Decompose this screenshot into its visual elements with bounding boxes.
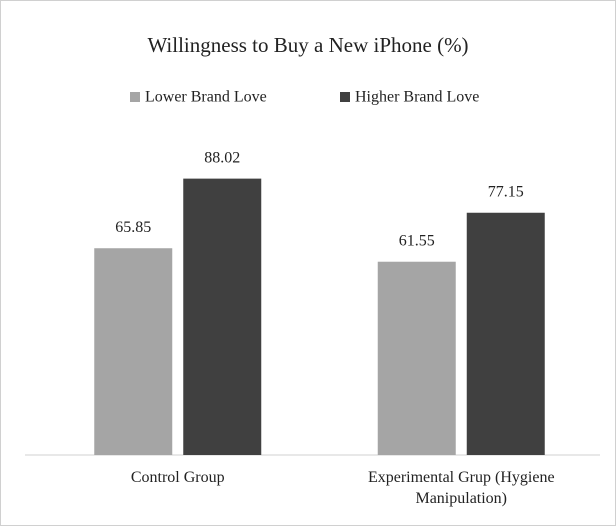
legend-swatch [130, 92, 140, 102]
x-tick-label: Control Group [130, 469, 225, 486]
data-label: 61.55 [399, 232, 435, 249]
legend-label: Lower Brand Love [145, 89, 267, 106]
data-label: 65.85 [115, 219, 151, 236]
bar [94, 248, 173, 455]
bar [377, 261, 456, 455]
legend-label: Higher Brand Love [355, 89, 479, 106]
data-label: 77.15 [488, 183, 524, 200]
legend-swatch [340, 92, 350, 102]
data-label: 88.02 [204, 149, 240, 166]
bar [183, 178, 262, 456]
chart-title: Willingness to Buy a New iPhone (%) [147, 33, 468, 57]
bar [466, 212, 545, 455]
x-tick-label: Experimental Grup (Hygiene Manipulation) [367, 469, 555, 507]
